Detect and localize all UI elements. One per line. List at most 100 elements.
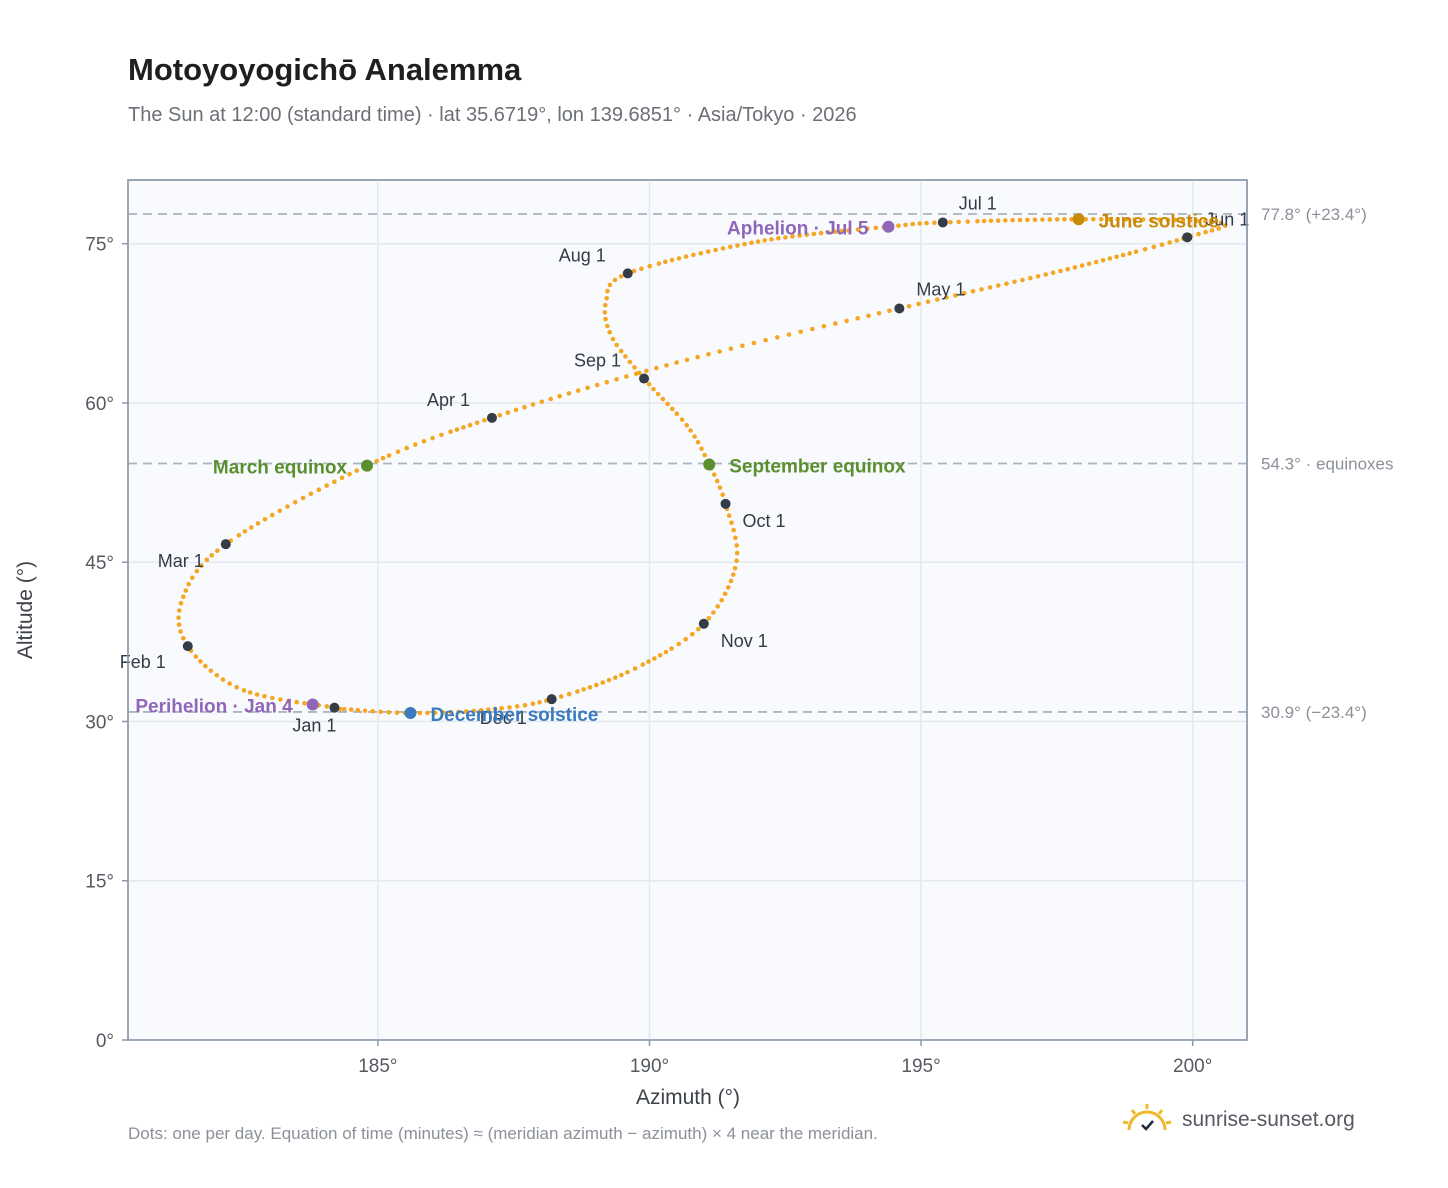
y-tick-label: 0° (96, 1031, 114, 1052)
daily-dot (715, 604, 720, 609)
daily-dot (610, 336, 616, 342)
daily-dot (818, 230, 824, 236)
daily-dot (1140, 217, 1146, 222)
reference-line-label: 77.8° (+23.4°) (1261, 205, 1367, 224)
daily-dot (688, 428, 693, 433)
daily-dot (632, 365, 637, 370)
daily-dot (698, 251, 704, 256)
daily-dot (866, 313, 871, 319)
month-marker (546, 694, 557, 705)
event-marker (361, 459, 374, 472)
daily-dot (199, 563, 204, 568)
daily-dot (585, 385, 590, 391)
daily-dot (751, 340, 757, 346)
month-label: Jul 1 (959, 193, 997, 213)
daily-dot (804, 232, 810, 237)
daily-dot (790, 234, 795, 239)
daily-dot (461, 425, 466, 430)
daily-dot (664, 363, 669, 368)
x-tick-label: 185° (358, 1056, 397, 1077)
daily-dot (234, 684, 239, 690)
month-marker (182, 641, 193, 652)
daily-dot (1100, 258, 1106, 263)
month-label: Jan 1 (292, 716, 336, 736)
daily-dot (706, 616, 712, 621)
daily-dot (970, 289, 976, 294)
daily-dot (215, 548, 220, 553)
reference-lines: 77.8° (+23.4°) 54.3° · equinoxes 30.9° (−2… (128, 205, 1394, 722)
daily-dot (300, 495, 306, 501)
daily-dot (604, 379, 610, 385)
daily-dot (270, 695, 275, 701)
daily-dot (948, 219, 953, 225)
daily-dot (1120, 252, 1126, 258)
daily-dot (699, 446, 704, 452)
daily-dot (669, 646, 674, 651)
daily-dot (906, 303, 912, 309)
daily-dot (719, 597, 724, 603)
daily-dot (603, 302, 608, 308)
daily-dot (916, 301, 921, 307)
daily-dot (249, 525, 254, 530)
daily-dot (355, 707, 361, 713)
daily-dot (1222, 223, 1228, 229)
daily-dot (783, 235, 788, 240)
daily-dot (1142, 247, 1148, 252)
daily-dot (731, 572, 736, 577)
daily-dot (1091, 217, 1096, 222)
daily-dot (702, 452, 707, 458)
daily-dot (953, 293, 958, 298)
daily-dot (637, 370, 642, 376)
event-marker (882, 220, 895, 233)
month-label: Nov 1 (721, 631, 768, 651)
daily-dot (439, 432, 444, 438)
daily-dot (1020, 277, 1025, 283)
month-marker (1182, 232, 1193, 243)
daily-dot (742, 241, 747, 247)
daily-dot (676, 641, 682, 647)
month-marker (622, 268, 633, 279)
daily-dot (1194, 218, 1199, 223)
daily-dot (413, 442, 418, 447)
daily-dot (925, 299, 931, 305)
daily-dot (177, 608, 182, 613)
chart-subtitle: The Sun at 12:00 (standard time) · lat 3… (128, 104, 857, 126)
daily-dot (1093, 259, 1099, 265)
daily-dot (454, 427, 460, 432)
month-label: Jun 1 (1205, 209, 1249, 229)
daily-dot (722, 591, 728, 597)
brand[interactable]: sunrise-sunset.org (1120, 1102, 1355, 1138)
daily-dot (1180, 217, 1186, 223)
x-tick-label: 190° (630, 1056, 669, 1077)
daily-dot (873, 225, 879, 231)
month-label: Dec 1 (480, 708, 527, 728)
daily-dot (514, 704, 520, 709)
daily-dot (618, 274, 624, 279)
y-tick-label: 45° (85, 553, 114, 574)
daily-dot (1151, 244, 1157, 250)
daily-dot (679, 417, 685, 422)
daily-dot (961, 291, 967, 296)
daily-dot (762, 238, 767, 243)
daily-dot (1173, 217, 1178, 223)
daily-dot (176, 615, 181, 620)
daily-dot (478, 708, 484, 713)
x-axis-label: Azimuth (°) (636, 1086, 740, 1109)
daily-dot (734, 550, 740, 556)
daily-dot (1159, 242, 1165, 247)
daily-dot (507, 705, 512, 710)
daily-dot (797, 233, 802, 238)
daily-dot (1012, 279, 1017, 285)
daily-dot (755, 239, 761, 244)
daily-dot (692, 434, 697, 439)
daily-dot (663, 259, 668, 265)
daily-dot (832, 229, 838, 234)
daily-dot (262, 517, 268, 522)
daily-dot (247, 690, 253, 695)
daily-dot (277, 508, 283, 514)
daily-dot (537, 700, 542, 705)
month-marker (894, 303, 905, 314)
daily-dot (1167, 240, 1172, 245)
daily-dot (786, 332, 792, 337)
daily-dot (605, 323, 610, 329)
